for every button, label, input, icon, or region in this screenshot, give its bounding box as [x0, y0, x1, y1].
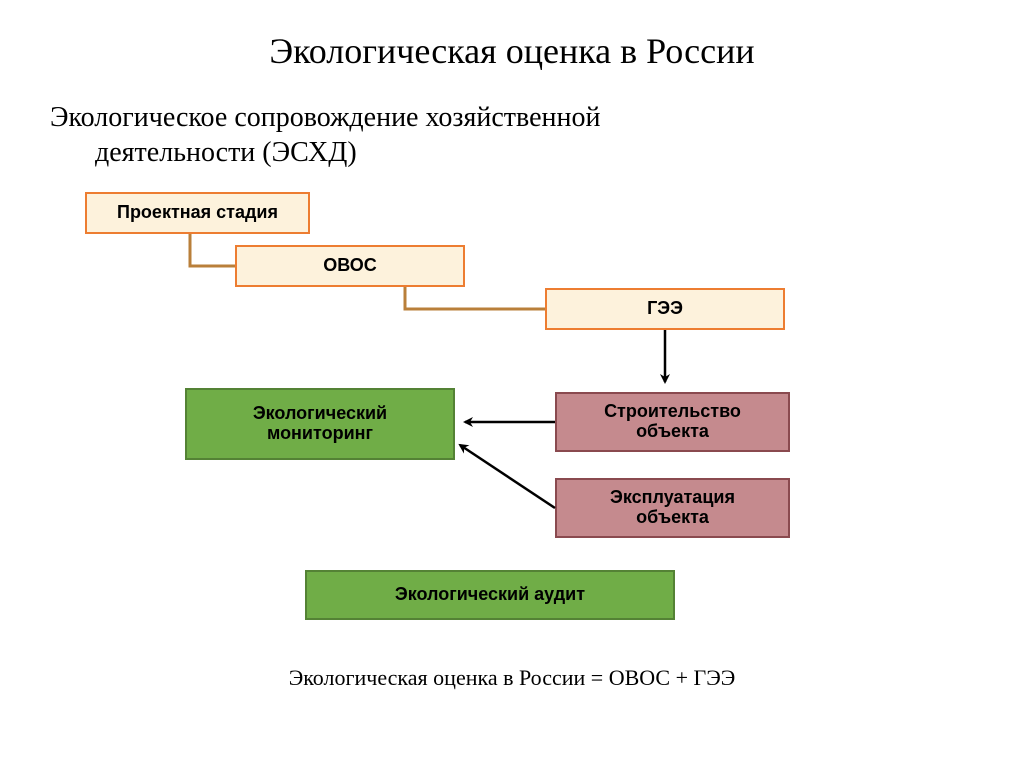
- subtitle: Экологическое сопровождение хозяйственно…: [50, 100, 600, 170]
- node-construction: Строительствообъекта: [555, 392, 790, 452]
- subtitle-line2: деятельности (ЭСХД): [95, 135, 357, 170]
- node-gee: ГЭЭ: [545, 288, 785, 330]
- diagram-stage: Экологическая оценка в России Экологичес…: [0, 0, 1024, 767]
- node-eco-monitoring: Экологическиймониторинг: [185, 388, 455, 460]
- node-eco-audit: Экологический аудит: [305, 570, 675, 620]
- footnote-formula: Экологическая оценка в России = ОВОС + Г…: [0, 665, 1024, 691]
- node-project-stage: Проектная стадия: [85, 192, 310, 234]
- subtitle-line1: Экологическое сопровождение хозяйственно…: [50, 102, 600, 133]
- node-operation: Эксплуатацияобъекта: [555, 478, 790, 538]
- page-title: Экологическая оценка в России: [0, 30, 1024, 72]
- node-ovos: ОВОС: [235, 245, 465, 287]
